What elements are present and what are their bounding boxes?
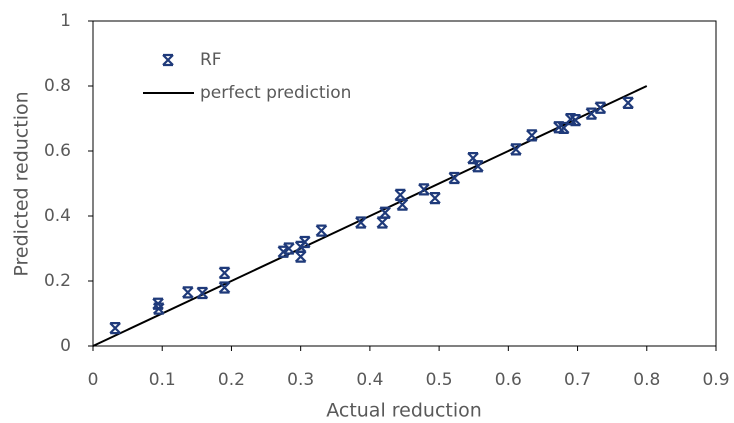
data-point — [182, 286, 194, 299]
data-line — [92, 85, 648, 347]
data-point — [448, 171, 461, 185]
x-tick-label: 0.5 — [426, 370, 453, 390]
data-point — [277, 245, 290, 258]
data-point — [526, 129, 538, 142]
y-tick-label: 0.6 — [44, 141, 71, 161]
data-point — [429, 192, 441, 205]
data-point — [467, 152, 479, 165]
x-tick-label: 0.7 — [564, 370, 591, 390]
x-tick-label: 0.4 — [356, 370, 383, 390]
x-tick-label: 0.8 — [633, 370, 660, 390]
data-point — [315, 224, 328, 237]
data-point — [553, 121, 565, 134]
data-point — [379, 206, 391, 219]
data-point — [396, 198, 409, 211]
data-point — [294, 250, 307, 263]
data-point — [557, 121, 570, 135]
data-point — [218, 266, 231, 279]
data-point — [218, 281, 231, 294]
legend-marker — [162, 53, 174, 67]
data-point — [569, 114, 582, 127]
data-point — [472, 160, 484, 173]
data-point — [585, 107, 598, 120]
y-tick-label: 0.8 — [44, 76, 71, 96]
data-point — [376, 216, 389, 229]
data-point — [355, 216, 367, 229]
data-point — [283, 242, 295, 255]
x-tick-label: 0.6 — [495, 370, 522, 390]
data-point — [196, 286, 209, 300]
y-tick-label: 0 — [60, 336, 71, 356]
y-axis-title: Predicted reduction — [11, 91, 33, 276]
y-tick-label: 0.2 — [44, 271, 71, 291]
data-point — [594, 101, 607, 114]
data-point — [418, 183, 430, 196]
data-point — [394, 188, 407, 201]
data-point — [299, 235, 311, 249]
data-point — [109, 322, 121, 335]
data-point — [564, 113, 577, 126]
data-point — [152, 302, 165, 315]
y-tick-label: 0.4 — [44, 206, 71, 226]
x-axis-title: Actual reduction — [326, 400, 482, 422]
x-tick-label: 0.9 — [702, 370, 729, 390]
y-tick-label: 1 — [60, 11, 71, 31]
x-tick-label: 0 — [88, 370, 99, 390]
x-tick-label: 0.1 — [149, 370, 176, 390]
x-tick-label: 0.2 — [218, 370, 245, 390]
x-tick-label: 0.3 — [287, 370, 314, 390]
data-point — [622, 96, 634, 109]
legend-label: perfect prediction — [200, 83, 351, 103]
data-point — [510, 143, 522, 156]
legend-label: RF — [200, 50, 222, 70]
plot-frame — [92, 20, 717, 347]
